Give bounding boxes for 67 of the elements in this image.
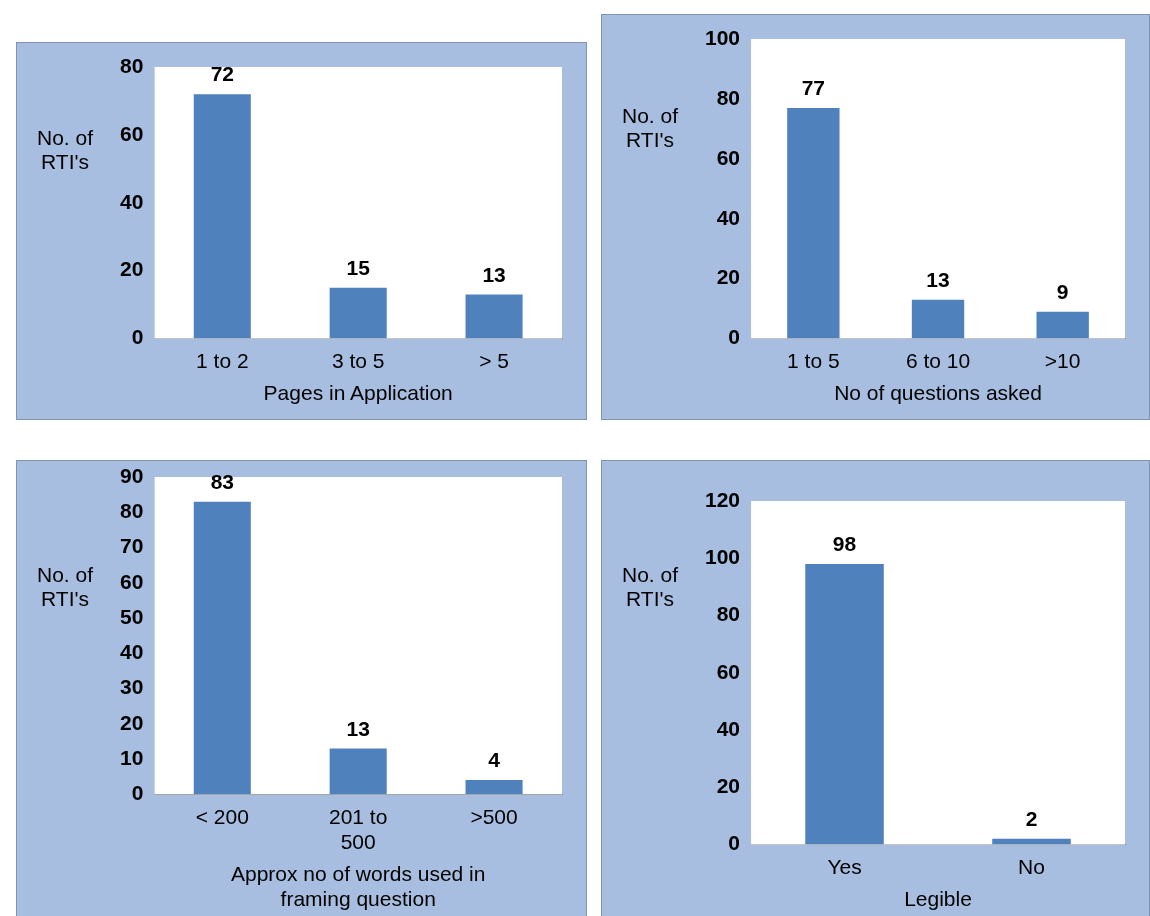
x-tick-label: Yes (827, 855, 862, 878)
y-tick-label: 80 (120, 53, 144, 77)
x-tick-label: 1 to 5 (787, 349, 840, 372)
x-axis-title: Legible (904, 887, 972, 911)
data-label: 4 (488, 748, 501, 772)
y-tick-label: 50 (120, 604, 144, 628)
data-label: 13 (926, 267, 950, 291)
data-label: 13 (482, 262, 506, 286)
x-tick-label: 6 to 10 (905, 349, 971, 372)
y-tick-label: 60 (716, 145, 741, 169)
y-tick-label: 0 (131, 781, 144, 804)
x-axis-title: Pages in Application (263, 381, 453, 405)
x-tick-label: 1 to 2 (196, 349, 249, 372)
x-tick-label: No (1018, 855, 1045, 878)
y-tick-label: 100 (704, 25, 741, 49)
x-tick-label: 3 to 5 (331, 349, 385, 372)
y-axis-title: No. of RTI's (621, 103, 679, 152)
y-tick-label: 60 (716, 659, 741, 683)
y-tick-label: 80 (716, 602, 741, 626)
bar (911, 299, 965, 339)
bar (193, 94, 251, 339)
y-tick-label: 40 (716, 205, 741, 229)
y-axis-title: No. of RTI's (621, 563, 679, 612)
bar (329, 287, 387, 339)
y-tick-label: 120 (704, 487, 741, 511)
y-tick-label: 60 (120, 121, 144, 145)
y-tick-label: 20 (716, 265, 741, 289)
y-tick-label: 0 (728, 831, 741, 855)
y-tick-label: 40 (120, 640, 144, 664)
y-tick-label: 70 (120, 534, 144, 558)
x-tick-label: > 5 (479, 349, 509, 372)
y-tick-label: 0 (131, 325, 144, 349)
bar (329, 748, 387, 795)
data-label: 72 (210, 62, 234, 86)
y-tick-label: 30 (120, 675, 144, 699)
x-tick-label: >10 (1044, 349, 1081, 372)
y-tick-label: 10 (120, 745, 144, 769)
bar (465, 294, 523, 339)
y-tick-label: 90 (120, 463, 144, 487)
bar (465, 780, 523, 795)
x-axis-title: Approx no of words used in framing question (230, 862, 486, 911)
bar (787, 107, 840, 339)
y-tick-label: 20 (716, 774, 741, 798)
y-tick-label: 80 (716, 85, 741, 109)
data-label: 9 (1056, 279, 1069, 303)
y-tick-label: 80 (120, 499, 144, 523)
data-label: 98 (832, 532, 857, 556)
data-label: 15 (346, 255, 371, 279)
data-label: 13 (346, 716, 370, 740)
x-axis-title: No of questions asked (834, 381, 1042, 405)
y-tick-label: 20 (120, 710, 144, 734)
y-axis-title: No. of RTI's (36, 563, 94, 612)
bar (193, 501, 251, 795)
data-label: 2 (1025, 807, 1038, 831)
y-tick-label: 40 (120, 189, 144, 213)
bar (1036, 311, 1089, 339)
x-tick-label: >500 (470, 804, 518, 828)
x-tick-label: < 200 (195, 804, 249, 828)
y-axis-title: No. of RTI's (36, 125, 94, 174)
y-tick-label: 20 (120, 257, 144, 281)
y-tick-label: 60 (120, 569, 144, 593)
y-tick-label: 100 (704, 545, 741, 569)
data-label: 77 (801, 76, 826, 100)
x-tick-label: 201 to 500 (328, 804, 388, 853)
y-tick-label: 0 (728, 325, 741, 349)
y-tick-label: 40 (716, 716, 741, 740)
data-label: 83 (210, 469, 234, 493)
